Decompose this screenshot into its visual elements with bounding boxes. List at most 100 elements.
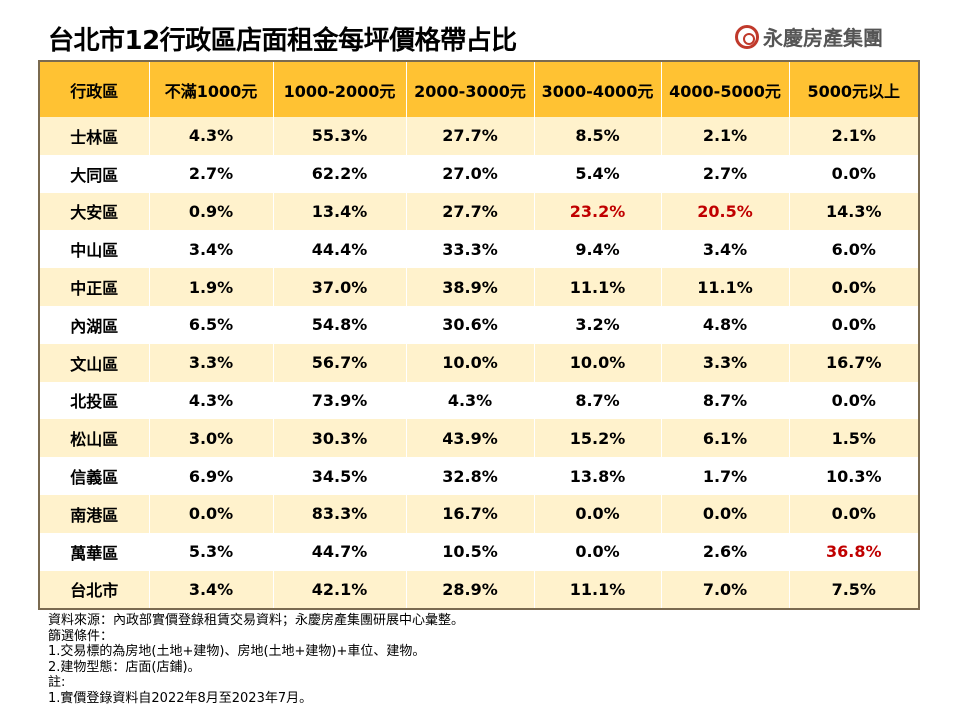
footnote-line: 篩選條件： xyxy=(48,628,114,644)
percentage-cell: 7.0% xyxy=(660,570,789,610)
percentage-cell: 4.3% xyxy=(405,381,534,420)
column-header: 行政區 xyxy=(38,61,149,117)
column-header: 3000-4000元 xyxy=(533,61,661,117)
table-row: 台北市 3.4% 42.1% 28.9% 11.1% 7.0% 7.5% xyxy=(38,570,919,610)
percentage-cell: 73.9% xyxy=(272,381,406,420)
district-cell: 士林區 xyxy=(38,117,149,155)
table-row: 大同區 2.7% 62.2% 27.0% 5.4% 2.7% 0.0% xyxy=(38,154,919,193)
percentage-cell: 0.0% xyxy=(788,154,919,193)
percentage-cell: 42.1% xyxy=(272,570,406,610)
percentage-cell: 8.7% xyxy=(533,381,661,420)
percentage-cell: 33.3% xyxy=(405,230,534,269)
percentage-cell: 16.7% xyxy=(405,494,534,533)
percentage-cell: 20.5% xyxy=(660,192,789,231)
percentage-cell: 13.4% xyxy=(272,192,406,231)
column-header: 1000-2000元 xyxy=(272,61,406,117)
percentage-cell: 3.3% xyxy=(148,343,273,382)
percentage-cell: 54.8% xyxy=(272,305,406,344)
district-cell: 台北市 xyxy=(38,570,149,610)
percentage-cell: 1.5% xyxy=(788,419,919,458)
percentage-cell: 62.2% xyxy=(272,154,406,193)
percentage-cell: 0.0% xyxy=(788,305,919,344)
percentage-cell: 8.7% xyxy=(660,381,789,420)
district-cell: 信義區 xyxy=(38,457,149,495)
percentage-cell: 5.4% xyxy=(533,154,661,193)
table-row: 士林區 4.3% 55.3% 27.7% 8.5% 2.1% 2.1% xyxy=(38,117,919,155)
footnote-line: 1.實價登錄資料自2022年8月至2023年7月。 xyxy=(48,690,313,706)
percentage-cell: 0.0% xyxy=(788,494,919,533)
page-title: 台北市12行政區店面租金每坪價格帶占比 xyxy=(48,26,517,56)
percentage-cell: 28.9% xyxy=(405,570,534,610)
district-cell: 中山區 xyxy=(38,230,149,269)
percentage-cell: 36.8% xyxy=(788,532,919,571)
column-header: 4000-5000元 xyxy=(660,61,789,117)
percentage-cell: 1.7% xyxy=(660,457,789,495)
percentage-cell: 32.8% xyxy=(405,457,534,495)
percentage-cell: 13.8% xyxy=(533,457,661,495)
percentage-cell: 0.0% xyxy=(660,494,789,533)
percentage-cell: 6.1% xyxy=(660,419,789,458)
percentage-cell: 7.5% xyxy=(788,570,919,610)
column-header: 2000-3000元 xyxy=(405,61,534,117)
table-row: 南港區 0.0% 83.3% 16.7% 0.0% 0.0% 0.0% xyxy=(38,494,919,533)
percentage-cell: 83.3% xyxy=(272,494,406,533)
table-row: 北投區 4.3% 73.9% 4.3% 8.7% 8.7% 0.0% xyxy=(38,381,919,420)
percentage-cell: 4.3% xyxy=(148,117,273,155)
logo-text: 永慶房產集團 xyxy=(763,26,883,50)
percentage-cell: 2.1% xyxy=(660,117,789,155)
percentage-cell: 9.4% xyxy=(533,230,661,269)
footnote-line: 2.建物型態：店面(店鋪)。 xyxy=(48,659,201,675)
percentage-cell: 3.4% xyxy=(148,570,273,610)
percentage-cell: 0.0% xyxy=(533,494,661,533)
percentage-cell: 0.9% xyxy=(148,192,273,231)
district-cell: 大同區 xyxy=(38,154,149,193)
percentage-cell: 4.8% xyxy=(660,305,789,344)
percentage-cell: 34.5% xyxy=(272,457,406,495)
percentage-cell: 6.0% xyxy=(788,230,919,269)
percentage-cell: 6.9% xyxy=(148,457,273,495)
percentage-cell: 11.1% xyxy=(533,570,661,610)
footnote-line: 資料來源：內政部實價登錄租賃交易資料；永慶房產集團研展中心彙整。 xyxy=(48,613,465,628)
percentage-cell: 30.6% xyxy=(405,305,534,344)
percentage-cell: 44.4% xyxy=(272,230,406,269)
district-cell: 大安區 xyxy=(38,192,149,231)
percentage-cell: 5.3% xyxy=(148,532,273,571)
district-cell: 北投區 xyxy=(38,381,149,420)
percentage-cell: 43.9% xyxy=(405,419,534,458)
percentage-cell: 8.5% xyxy=(533,117,661,155)
table-row: 中山區 3.4% 44.4% 33.3% 9.4% 3.4% 6.0% xyxy=(38,230,919,269)
percentage-cell: 55.3% xyxy=(272,117,406,155)
percentage-cell: 16.7% xyxy=(788,343,919,382)
percentage-cell: 30.3% xyxy=(272,419,406,458)
table-row: 文山區 3.3% 56.7% 10.0% 10.0% 3.3% 16.7% xyxy=(38,343,919,382)
percentage-cell: 4.3% xyxy=(148,381,273,420)
table-header-row: 行政區 不滿1000元 1000-2000元 2000-3000元 3000-4000元… xyxy=(38,61,919,117)
percentage-cell: 0.0% xyxy=(788,381,919,420)
percentage-cell: 0.0% xyxy=(788,268,919,306)
percentage-cell: 23.2% xyxy=(533,192,661,231)
district-cell: 松山區 xyxy=(38,419,149,458)
logo-icon xyxy=(735,24,759,49)
footnotes: 資料來源：內政部實價登錄租賃交易資料；永慶房產集團研展中心彙整。 篩選條件： 1.交… xyxy=(48,613,464,706)
percentage-cell: 56.7% xyxy=(272,343,406,382)
district-cell: 南港區 xyxy=(38,494,149,533)
footnote-line: 1.交易標的為房地(土地+建物)、房地(土地+建物)+車位、建物。 xyxy=(48,644,426,659)
column-header: 5000元以上 xyxy=(788,61,919,117)
percentage-cell: 2.7% xyxy=(660,154,789,193)
percentage-cell: 11.1% xyxy=(660,268,789,306)
percentage-cell: 2.7% xyxy=(148,154,273,193)
district-cell: 內湖區 xyxy=(38,305,149,344)
percentage-cell: 3.2% xyxy=(533,305,661,344)
percentage-cell: 3.4% xyxy=(660,230,789,269)
table-row: 信義區 6.9% 34.5% 32.8% 13.8% 1.7% 10.3% xyxy=(38,457,919,495)
percentage-cell: 10.3% xyxy=(788,457,919,495)
percentage-cell: 44.7% xyxy=(272,532,406,571)
percentage-cell: 10.0% xyxy=(533,343,661,382)
district-cell: 萬華區 xyxy=(38,532,149,571)
table-row: 松山區 3.0% 30.3% 43.9% 15.2% 6.1% 1.5% xyxy=(38,419,919,458)
footnote-line: 註: xyxy=(48,675,66,690)
rent-price-table: 行政區 不滿1000元 1000-2000元 2000-3000元 3000-4000元… xyxy=(38,60,920,611)
percentage-cell: 27.7% xyxy=(405,192,534,231)
table-row: 中正區 1.9% 37.0% 38.9% 11.1% 11.1% 0.0% xyxy=(38,268,919,306)
company-logo: 永慶房產集團 xyxy=(735,22,883,51)
